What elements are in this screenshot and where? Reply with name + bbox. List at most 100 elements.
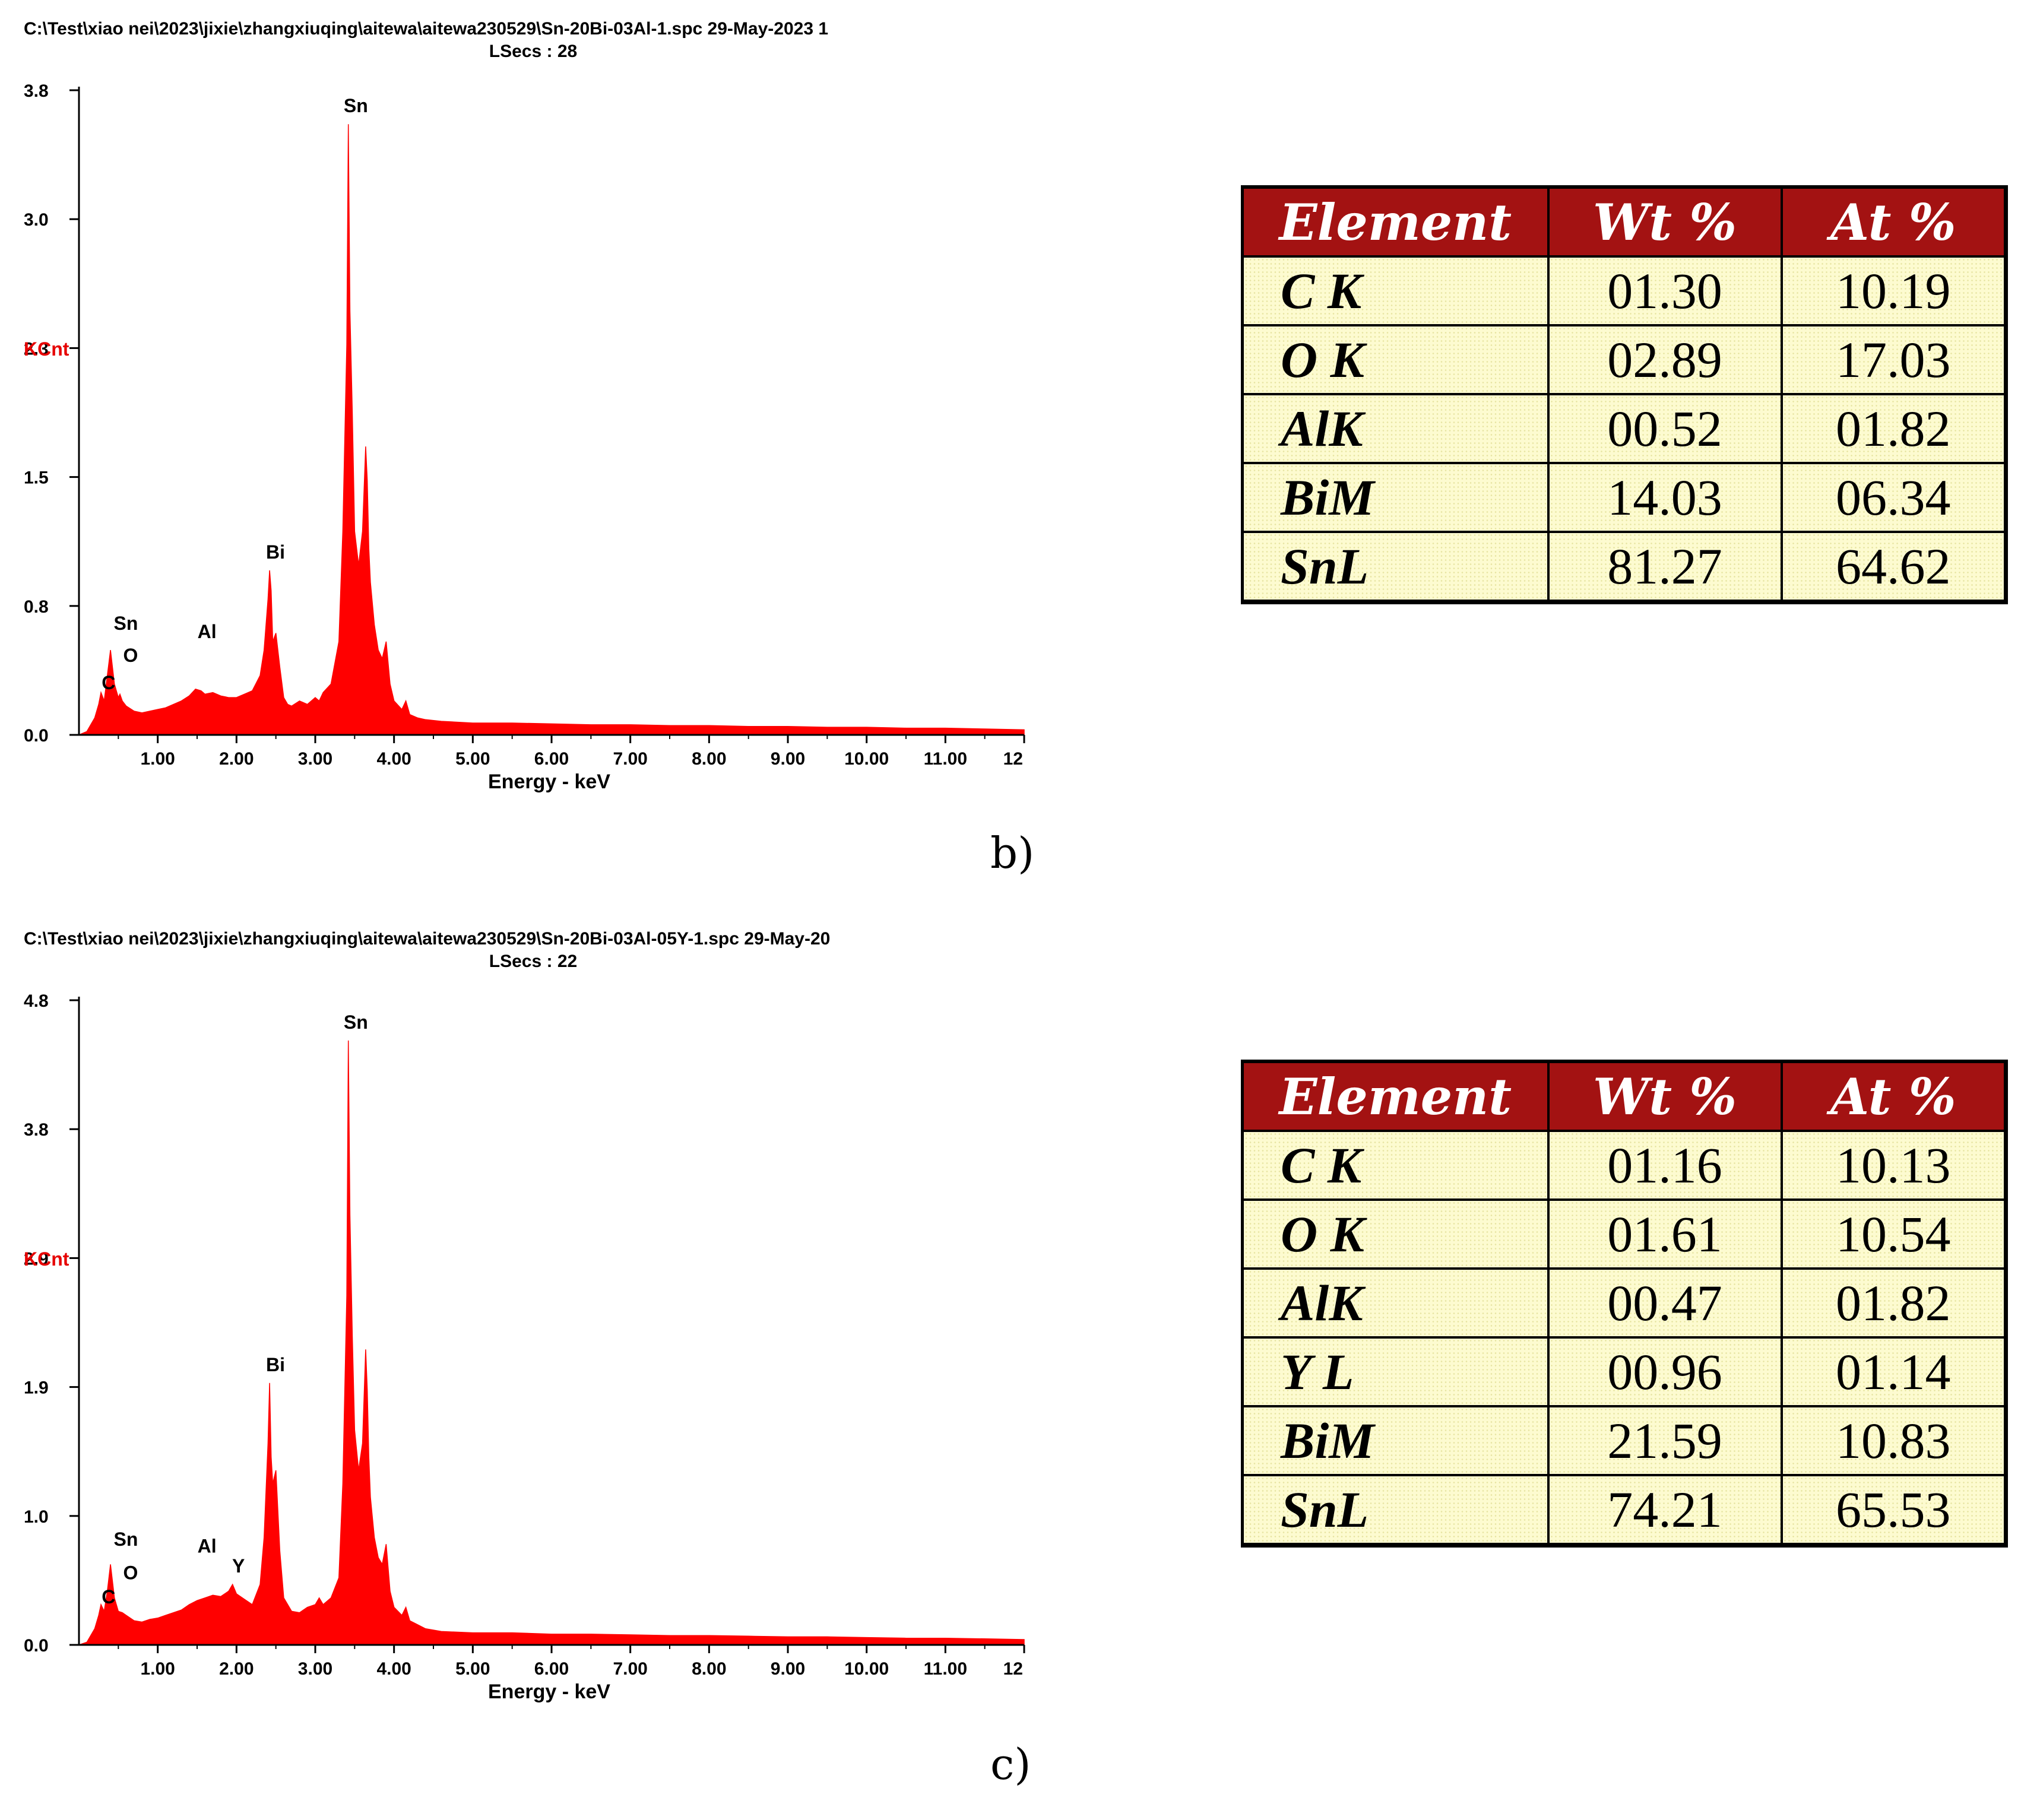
- y-tick-label: 0.0: [24, 1636, 49, 1656]
- y-tick-label: 2.9: [24, 1249, 49, 1269]
- x-tick-label: 3.00: [298, 749, 332, 769]
- table-header-row: Element Wt % At %: [1241, 1060, 2007, 1132]
- y-axis-label: KCnt: [24, 1248, 69, 1270]
- at-cell: 10.13: [1780, 1130, 2007, 1201]
- at-cell: 10.54: [1780, 1198, 2007, 1270]
- header-element: Element: [1241, 1060, 1550, 1132]
- wt-cell: 74.21: [1547, 1474, 1783, 1546]
- y-tick-label: 3.8: [24, 81, 49, 101]
- element-cell: O K: [1241, 324, 1550, 395]
- x-tick-label: 9.00: [771, 749, 805, 769]
- element-cell: O K: [1241, 1198, 1550, 1270]
- chart-subtitle: LSecs : 28: [489, 42, 577, 61]
- panel-label: c): [990, 1739, 1031, 1789]
- header-at: At %: [1780, 186, 2007, 258]
- x-tick-label: 6.00: [534, 1659, 569, 1679]
- chart-title: C:\Test\xiao nei\2023\jixie\zhangxiuqing…: [24, 929, 830, 949]
- x-tick-label: 8.00: [692, 749, 726, 769]
- table-row: BiM 14.03 06.34: [1241, 462, 2007, 533]
- element-cell: AlK: [1241, 1267, 1550, 1339]
- peak-label: Y: [232, 1555, 245, 1577]
- at-cell: 01.82: [1780, 1267, 2007, 1339]
- header-at: At %: [1780, 1060, 2007, 1132]
- element-cell: BiM: [1241, 1405, 1550, 1476]
- wt-cell: 01.30: [1547, 255, 1783, 326]
- composition-table: Element Wt % At % C K 01.30 10.19 O K 02…: [1241, 185, 2008, 604]
- at-cell: 10.83: [1780, 1405, 2007, 1476]
- eds-spectrum-chart: C:\Test\xiao nei\2023\jixie\zhangxiuqing…: [24, 929, 1025, 1703]
- peak-label: C: [102, 1586, 115, 1607]
- wt-cell: 81.27: [1547, 531, 1783, 603]
- y-tick-label: 3.0: [24, 210, 49, 230]
- table-row: Y L 00.96 01.14: [1241, 1336, 2007, 1407]
- at-cell: 17.03: [1780, 324, 2007, 395]
- x-tick-label: 10.00: [844, 749, 889, 769]
- peak-label: Bi: [266, 1354, 285, 1375]
- element-cell: BiM: [1241, 462, 1550, 533]
- wt-cell: 01.61: [1547, 1198, 1783, 1270]
- table-row: C K 01.16 10.13: [1241, 1130, 2007, 1201]
- table-header-row: Element Wt % At %: [1241, 186, 2007, 258]
- chart-title: C:\Test\xiao nei\2023\jixie\zhangxiuqing…: [24, 19, 828, 39]
- wt-cell: 00.52: [1547, 393, 1783, 464]
- header-element: Element: [1241, 186, 1550, 258]
- header-wt: Wt %: [1547, 186, 1783, 258]
- x-tick-label: 8.00: [692, 1659, 726, 1679]
- y-tick-label: 0.8: [24, 597, 49, 617]
- peak-label: Bi: [266, 541, 285, 563]
- table-row: AlK 00.52 01.82: [1241, 393, 2007, 464]
- spectrum-series: [78, 1040, 1025, 1645]
- table-row: SnL 74.21 65.53: [1241, 1474, 2007, 1546]
- at-cell: 06.34: [1780, 462, 2007, 533]
- x-tick-label: 11.00: [924, 1659, 967, 1679]
- y-axis-label: KCnt: [24, 338, 69, 360]
- x-tick-label: 7.00: [613, 749, 647, 769]
- peak-label: C: [102, 672, 115, 693]
- peak-label: Sn: [114, 613, 138, 634]
- x-tick-label: 2.00: [219, 1659, 254, 1679]
- x-axis-label: Energy - keV: [488, 771, 610, 793]
- wt-cell: 01.16: [1547, 1130, 1783, 1201]
- table-row: O K 01.61 10.54: [1241, 1198, 2007, 1270]
- table-row: C K 01.30 10.19: [1241, 255, 2007, 326]
- element-cell: C K: [1241, 255, 1550, 326]
- x-tick-label: 1.00: [140, 749, 175, 769]
- peak-label: O: [123, 645, 138, 666]
- peak-label: Al: [198, 621, 217, 642]
- element-cell: SnL: [1241, 1474, 1550, 1546]
- element-cell: SnL: [1241, 531, 1550, 603]
- element-cell: C K: [1241, 1130, 1550, 1201]
- x-tick-label: 10.00: [844, 1659, 889, 1679]
- chart-subtitle: LSecs : 22: [489, 952, 577, 971]
- wt-cell: 00.96: [1547, 1336, 1783, 1407]
- at-cell: 01.82: [1780, 393, 2007, 464]
- y-tick-label: 0.0: [24, 726, 49, 746]
- peak-label: Sn: [344, 95, 368, 116]
- panel-c: C:\Test\xiao nei\2023\jixie\zhangxiuqing…: [0, 910, 2021, 1820]
- at-cell: 65.53: [1780, 1474, 2007, 1546]
- x-tick-label: 4.00: [376, 1659, 411, 1679]
- wt-cell: 21.59: [1547, 1405, 1783, 1476]
- peak-label: Sn: [344, 1012, 368, 1033]
- table-row: AlK 00.47 01.82: [1241, 1267, 2007, 1339]
- table-row: SnL 81.27 64.62: [1241, 531, 2007, 603]
- table-row: O K 02.89 17.03: [1241, 324, 2007, 395]
- y-tick-label: 1.5: [24, 468, 49, 488]
- wt-cell: 00.47: [1547, 1267, 1783, 1339]
- x-tick-label: 4.00: [376, 749, 411, 769]
- header-wt: Wt %: [1547, 1060, 1783, 1132]
- element-cell: Y L: [1241, 1336, 1550, 1407]
- y-tick-label: 4.8: [24, 991, 49, 1011]
- wt-cell: 02.89: [1547, 324, 1783, 395]
- peak-label: Sn: [114, 1529, 138, 1550]
- at-cell: 01.14: [1780, 1336, 2007, 1407]
- table-row: BiM 21.59 10.83: [1241, 1405, 2007, 1476]
- x-tick-label: 5.00: [455, 1659, 490, 1679]
- x-tick-label: 2.00: [219, 749, 254, 769]
- spectrum-series: [78, 124, 1025, 735]
- x-tick-label: 7.00: [613, 1659, 647, 1679]
- y-tick-label: 2.3: [24, 339, 49, 359]
- x-tick-label: 11.00: [924, 749, 967, 769]
- x-tick-label: 3.00: [298, 1659, 332, 1679]
- panel-label: b): [990, 828, 1035, 878]
